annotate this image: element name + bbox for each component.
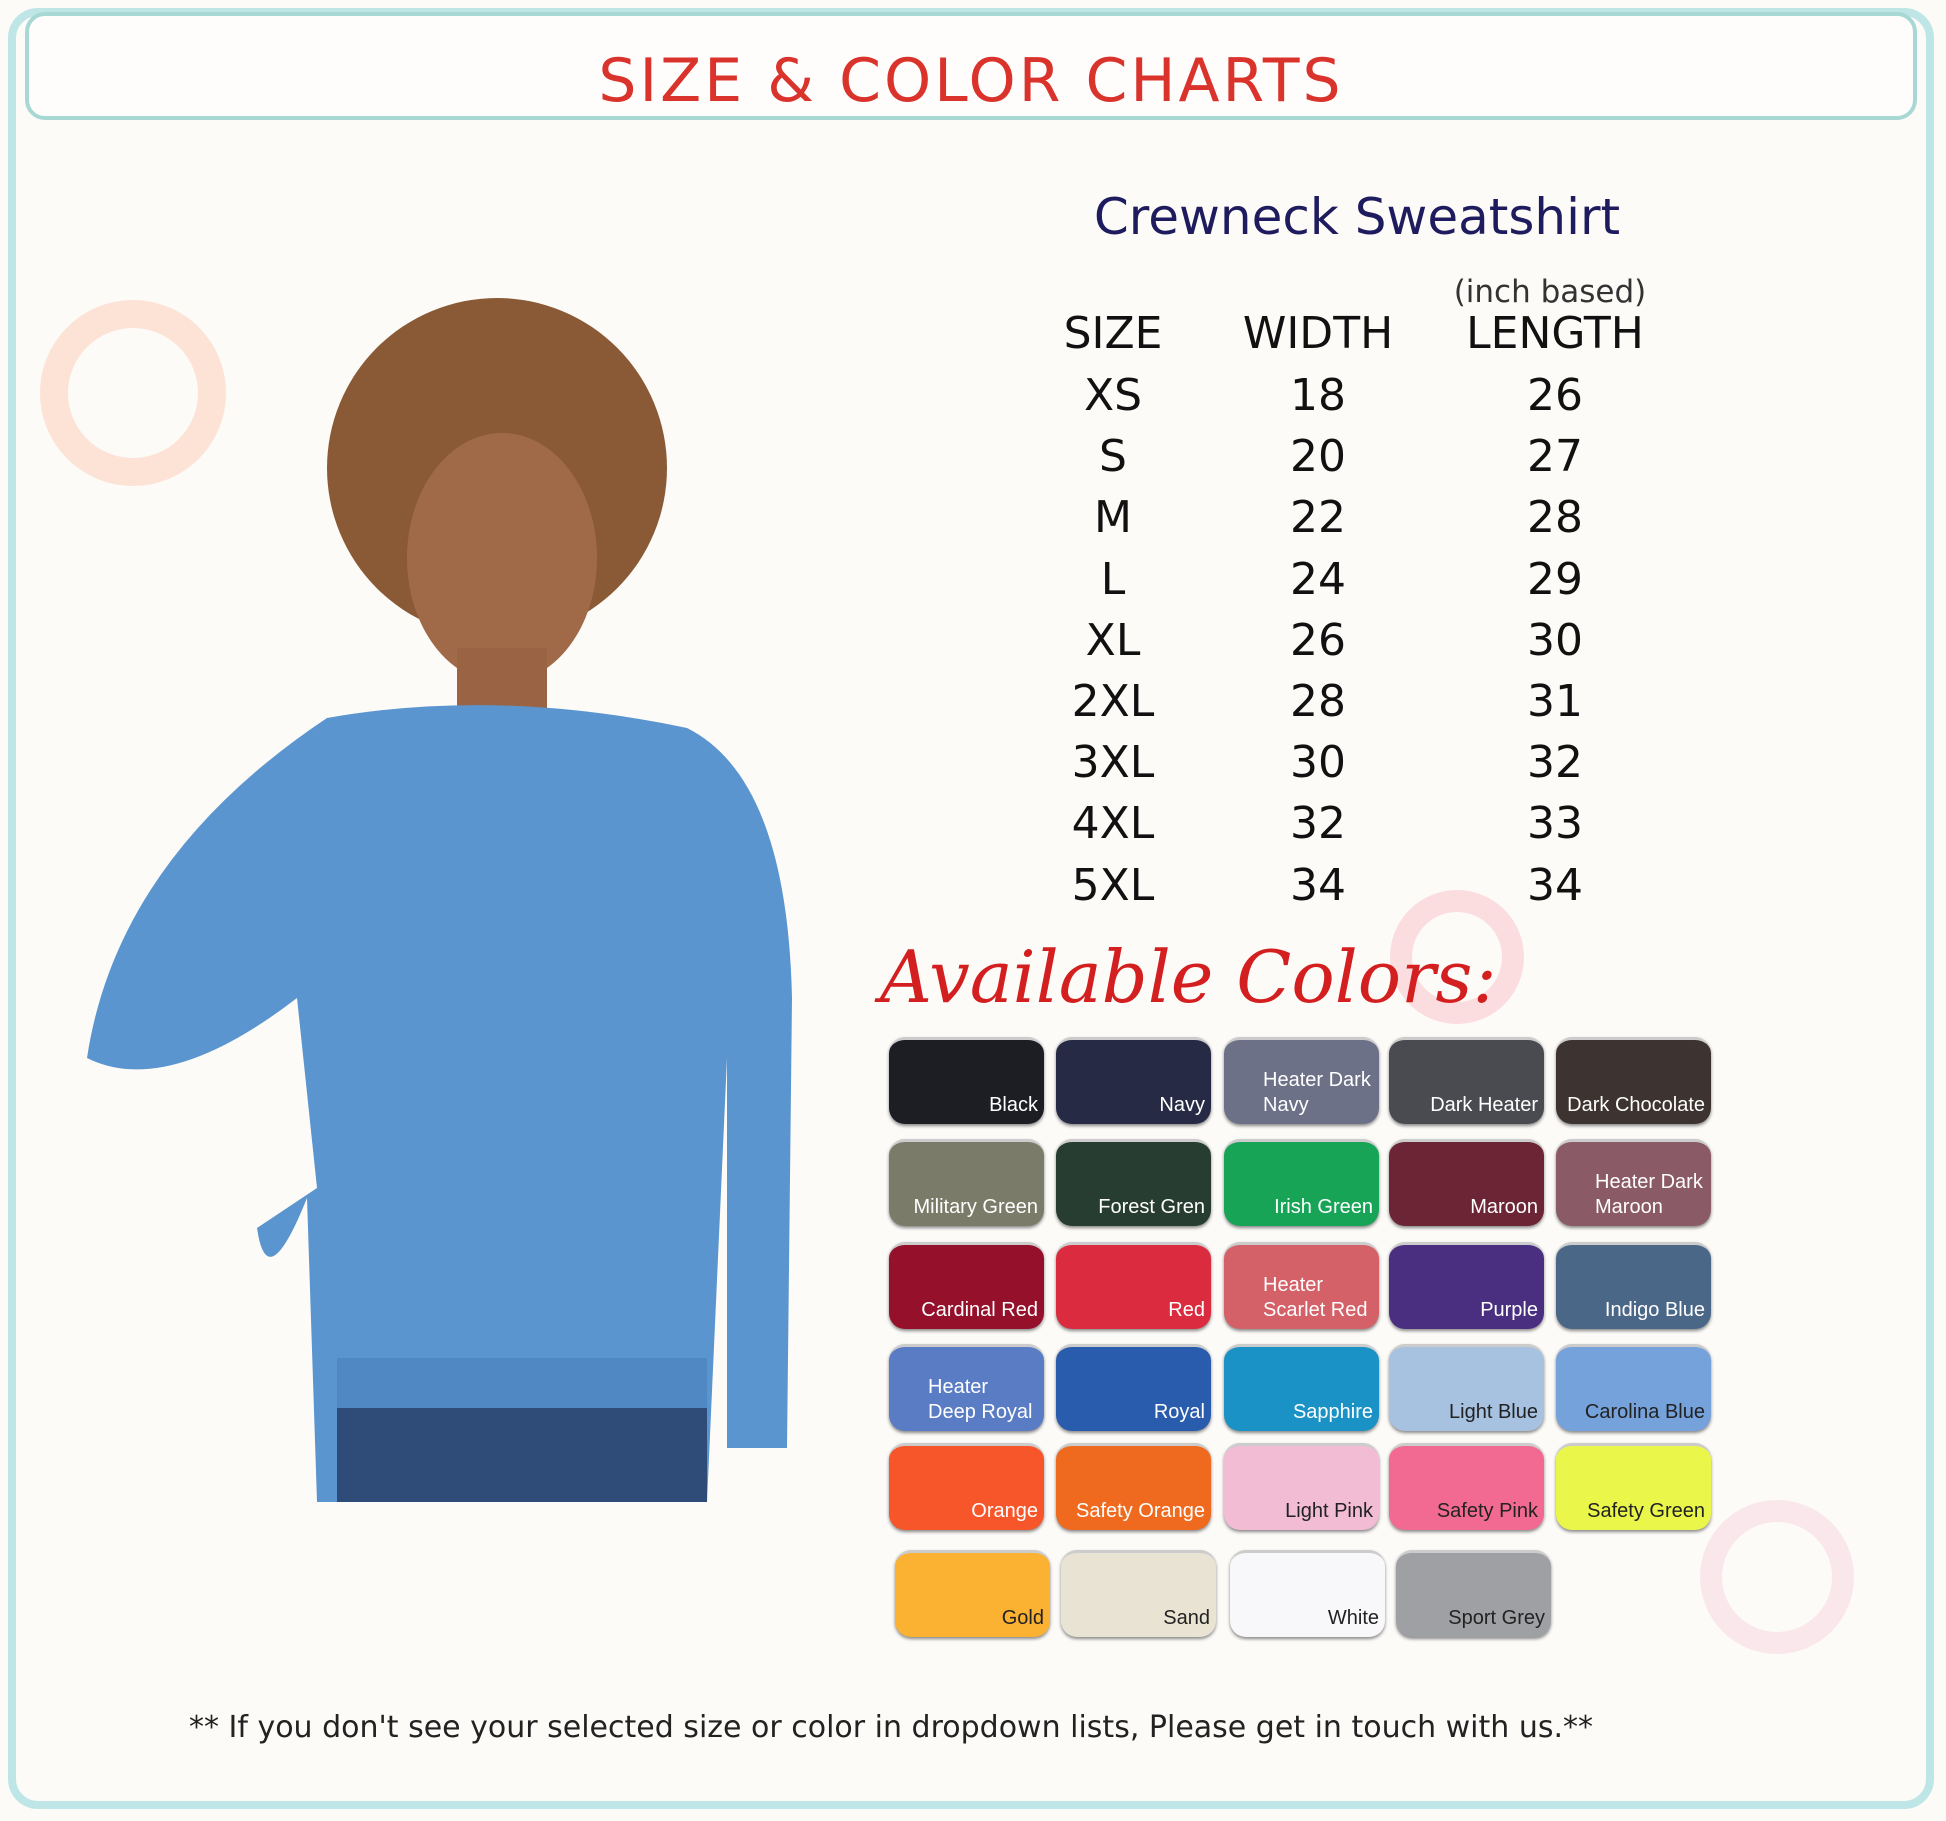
color-swatch-label: White — [1327, 1607, 1379, 1629]
table-cell: S — [1099, 431, 1127, 483]
page-title: SIZE & COLOR CHARTS — [598, 46, 1344, 116]
color-swatch-label: Purple — [1480, 1299, 1538, 1321]
color-swatch: Orange — [889, 1443, 1044, 1530]
color-swatch-label: Heater Dark Navy — [1263, 1069, 1371, 1116]
color-swatch-label: Black — [989, 1094, 1038, 1116]
color-swatch: Heater Deep Royal — [889, 1344, 1044, 1431]
color-swatch-label: Cardinal Red — [921, 1299, 1038, 1321]
table-cell: 5XL — [1071, 859, 1155, 911]
color-swatch: Dark Chocolate — [1556, 1037, 1711, 1124]
product-title: Crewneck Sweatshirt — [1093, 188, 1621, 246]
table-cell: 27 — [1527, 431, 1583, 483]
color-swatch: Heater Scarlet Red — [1224, 1242, 1379, 1329]
color-swatch: Indigo Blue — [1556, 1242, 1711, 1329]
color-swatch-label: Sport Grey — [1448, 1607, 1545, 1629]
colors-heading: Available Colors: — [880, 935, 1497, 1019]
model-photo — [87, 298, 792, 1502]
color-swatch: Royal — [1056, 1344, 1211, 1431]
color-swatch: Safety Orange — [1056, 1443, 1211, 1530]
color-swatch-label: Heater Dark Maroon — [1595, 1171, 1703, 1218]
color-swatch: Heater Dark Navy — [1224, 1037, 1379, 1124]
table-cell: 30 — [1527, 614, 1583, 666]
table-cell: 3XL — [1071, 737, 1155, 789]
color-swatch: Dark Heater — [1389, 1037, 1544, 1124]
color-swatch-label: Dark Chocolate — [1567, 1094, 1705, 1116]
table-cell: 18 — [1290, 370, 1346, 421]
table-cell: 26 — [1290, 614, 1346, 666]
color-swatch: Black — [889, 1037, 1044, 1124]
color-swatch: Safety Green — [1556, 1443, 1711, 1530]
color-swatch: Sport Grey — [1396, 1550, 1551, 1637]
color-swatch-label: Carolina Blue — [1584, 1401, 1705, 1423]
table-header: LENGTH — [1466, 308, 1644, 359]
color-swatch-label: Orange — [971, 1500, 1038, 1522]
table-cell: XS — [1083, 370, 1143, 421]
color-swatch: Purple — [1389, 1242, 1544, 1329]
table-cell: 28 — [1290, 676, 1346, 727]
color-swatch-label: Heater Deep Royal — [928, 1376, 1033, 1423]
table-cell: M — [1094, 492, 1132, 544]
color-swatch: Navy — [1056, 1037, 1211, 1124]
table-cell: 31 — [1527, 676, 1583, 727]
table-cell: 22 — [1290, 492, 1346, 544]
table-cell: 26 — [1527, 370, 1583, 421]
table-cell: L — [1100, 553, 1126, 605]
color-swatch-label: Sand — [1163, 1607, 1210, 1629]
color-swatch-label: Gold — [1001, 1607, 1044, 1629]
table-cell: 2XL — [1071, 676, 1155, 727]
table-cell: 28 — [1527, 492, 1583, 544]
color-swatch-label: Red — [1168, 1299, 1205, 1321]
color-swatch: Military Green — [889, 1139, 1044, 1226]
color-swatch: Maroon — [1389, 1139, 1544, 1226]
color-swatch-label: Sapphire — [1292, 1401, 1373, 1423]
color-swatch: Sapphire — [1224, 1344, 1379, 1431]
table-cell: XL — [1085, 614, 1141, 666]
table-cell: 4XL — [1071, 798, 1155, 850]
table-cell: 30 — [1290, 737, 1346, 789]
table-header: WIDTH — [1242, 308, 1394, 359]
footer-note: ** If you don't see your selected size o… — [188, 1710, 1594, 1745]
color-swatch: Light Pink — [1224, 1443, 1379, 1530]
color-swatch: Light Blue — [1389, 1344, 1544, 1431]
color-swatch-label: Navy — [1159, 1094, 1205, 1116]
color-swatch-label: Maroon — [1470, 1196, 1538, 1218]
color-swatch: Sand — [1061, 1550, 1216, 1637]
header-banner: SIZE & COLOR CHARTS — [25, 12, 1917, 120]
color-swatch: Forest Gren — [1056, 1139, 1211, 1226]
color-swatch-label: Light Blue — [1449, 1401, 1538, 1423]
color-swatch-label: Dark Heater — [1430, 1094, 1538, 1116]
unit-note: (inch based) — [1453, 274, 1647, 310]
color-swatch-label: Irish Green — [1274, 1196, 1373, 1218]
table-cell: 34 — [1290, 859, 1346, 911]
table-cell: 32 — [1290, 798, 1346, 850]
color-swatch: Heater Dark Maroon — [1556, 1139, 1711, 1226]
table-cell: 34 — [1527, 859, 1583, 911]
color-swatch: Safety Pink — [1389, 1443, 1544, 1530]
color-swatch: White — [1230, 1550, 1385, 1637]
color-swatch-label: Safety Orange — [1076, 1500, 1205, 1522]
color-swatch: Gold — [895, 1550, 1050, 1637]
color-swatch-label: Indigo Blue — [1604, 1299, 1705, 1321]
table-cell: 20 — [1290, 431, 1346, 483]
color-swatch: Carolina Blue — [1556, 1344, 1711, 1431]
color-swatch-label: Forest Gren — [1098, 1196, 1205, 1218]
color-swatch: Red — [1056, 1242, 1211, 1329]
color-swatch-label: Heater Scarlet Red — [1263, 1274, 1368, 1321]
color-swatch-label: Safety Green — [1587, 1500, 1705, 1522]
table-cell: 33 — [1527, 798, 1583, 850]
color-swatch-label: Military Green — [913, 1196, 1038, 1218]
color-swatch-label: Light Pink — [1285, 1500, 1373, 1522]
table-cell: 24 — [1290, 553, 1346, 605]
color-swatch: Cardinal Red — [889, 1242, 1044, 1329]
color-swatch-label: Royal — [1153, 1401, 1205, 1423]
color-swatch-label: Safety Pink — [1436, 1500, 1538, 1522]
table-cell: 32 — [1527, 737, 1583, 789]
color-swatch: Irish Green — [1224, 1139, 1379, 1226]
table-cell: 29 — [1527, 553, 1583, 605]
table-header: SIZE — [1063, 308, 1163, 359]
